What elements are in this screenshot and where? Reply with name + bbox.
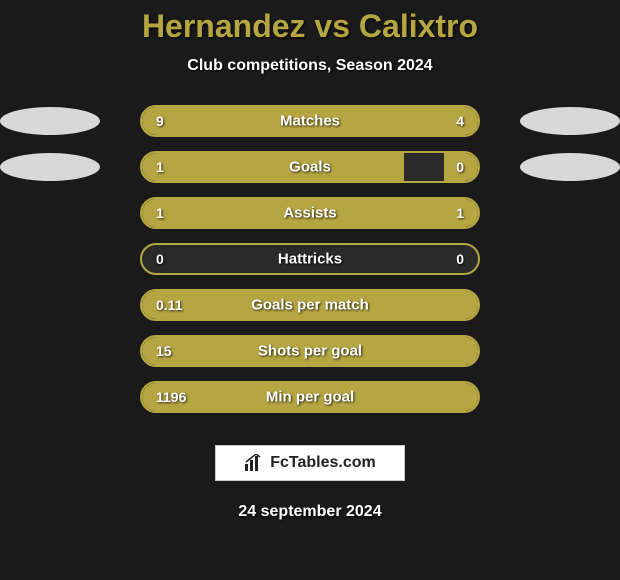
stat-label: Matches [280, 113, 340, 130]
comparison-container: Hernandez vs Calixtro Club competitions,… [0, 0, 620, 580]
stat-label: Goals [289, 159, 331, 176]
player-left-badge [0, 107, 100, 135]
player-right-badge [520, 107, 620, 135]
stat-row: 1196 Min per goal [0, 381, 620, 413]
stat-row: 0.11 Goals per match [0, 289, 620, 321]
stat-label: Assists [283, 205, 336, 222]
stat-label: Goals per match [251, 297, 369, 314]
stat-value-right: 1 [456, 205, 464, 221]
attribution-text: FcTables.com [270, 454, 376, 472]
stat-value-left: 9 [156, 113, 164, 129]
stat-label: Min per goal [266, 389, 354, 406]
stat-bar: 9 4 Matches [140, 105, 480, 137]
page-title: Hernandez vs Calixtro [142, 8, 478, 45]
stat-value-right: 0 [456, 159, 464, 175]
stats-rows: 9 4 Matches 1 0 Goals 1 1 Assists 0 0 Hattricks 0.11… [0, 105, 620, 427]
stat-row: 9 4 Matches [0, 105, 620, 137]
stat-row: 15 Shots per goal [0, 335, 620, 367]
stat-label: Shots per goal [258, 343, 362, 360]
stat-bar: 1 0 Goals [140, 151, 480, 183]
stat-bar: 0 0 Hattricks [140, 243, 480, 275]
stat-bar: 0.11 Goals per match [140, 289, 480, 321]
stat-value-left: 1 [156, 205, 164, 221]
attribution-badge[interactable]: FcTables.com [215, 445, 405, 481]
stat-label: Hattricks [278, 251, 342, 268]
stat-row: 0 0 Hattricks [0, 243, 620, 275]
player-left-badge [0, 153, 100, 181]
stat-bar: 15 Shots per goal [140, 335, 480, 367]
chart-icon [244, 454, 264, 472]
stat-row: 1 0 Goals [0, 151, 620, 183]
stat-value-left: 1 [156, 159, 164, 175]
stat-bar: 1196 Min per goal [140, 381, 480, 413]
page-subtitle: Club competitions, Season 2024 [187, 57, 432, 75]
stat-value-left: 0.11 [156, 297, 182, 313]
stat-value-right: 0 [456, 251, 464, 267]
bar-fill-left [142, 153, 404, 181]
player-right-badge [520, 153, 620, 181]
stat-value-left: 15 [156, 343, 172, 359]
date-label: 24 september 2024 [238, 503, 381, 521]
stat-bar: 1 1 Assists [140, 197, 480, 229]
stat-value-left: 0 [156, 251, 164, 267]
stat-value-left: 1196 [156, 389, 186, 405]
stat-value-right: 4 [456, 113, 464, 129]
stat-row: 1 1 Assists [0, 197, 620, 229]
